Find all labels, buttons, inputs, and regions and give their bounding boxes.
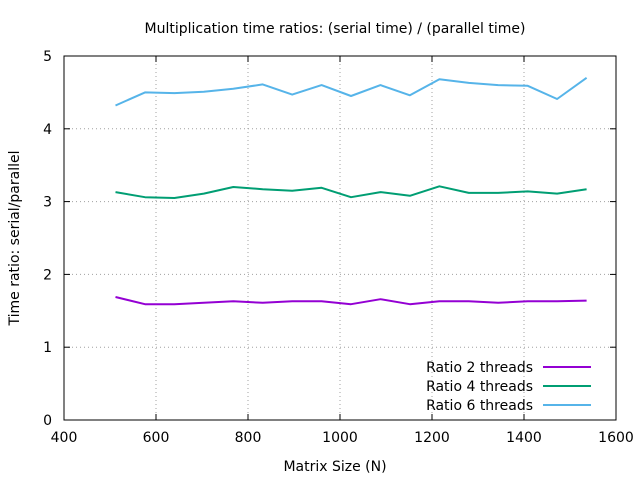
grid xyxy=(64,56,616,420)
x-tick-label: 400 xyxy=(51,430,78,446)
y-tick-label: 3 xyxy=(43,195,52,211)
y-tick-label: 1 xyxy=(43,340,52,356)
x-tick-label: 1000 xyxy=(322,430,358,446)
y-axis-label: Time ratio: serial/parallel xyxy=(7,151,23,327)
x-tick-label: 600 xyxy=(143,430,170,446)
series-line-1 xyxy=(115,296,587,306)
y-tick-label: 4 xyxy=(43,122,52,138)
y-tick-label: 5 xyxy=(43,49,52,65)
y-tick-label: 2 xyxy=(43,267,52,283)
legend-label-1: Ratio 2 threads xyxy=(426,360,533,376)
plot-frame xyxy=(63,55,617,421)
x-tick-label: 1400 xyxy=(506,430,542,446)
legend-label-2: Ratio 4 threads xyxy=(426,379,533,395)
series-line-3 xyxy=(115,76,588,107)
legend: Ratio 2 threads Ratio 4 threads Ratio 6 th… xyxy=(426,360,591,414)
axis-ticks: 400 600 800 1000 1200 1400 1600 0 1 2 3 4 5 xyxy=(43,49,634,446)
series-lines xyxy=(115,76,588,306)
x-axis-label: Matrix Size (N) xyxy=(283,459,386,475)
chart-title: Multiplication time ratios: (serial time… xyxy=(145,21,526,37)
x-tick-label: 800 xyxy=(235,430,262,446)
legend-label-3: Ratio 6 threads xyxy=(426,398,533,414)
series-line-2 xyxy=(115,185,587,199)
x-tick-label: 1600 xyxy=(598,430,634,446)
y-tick-label: 0 xyxy=(43,413,52,429)
x-tick-label: 1200 xyxy=(414,430,450,446)
